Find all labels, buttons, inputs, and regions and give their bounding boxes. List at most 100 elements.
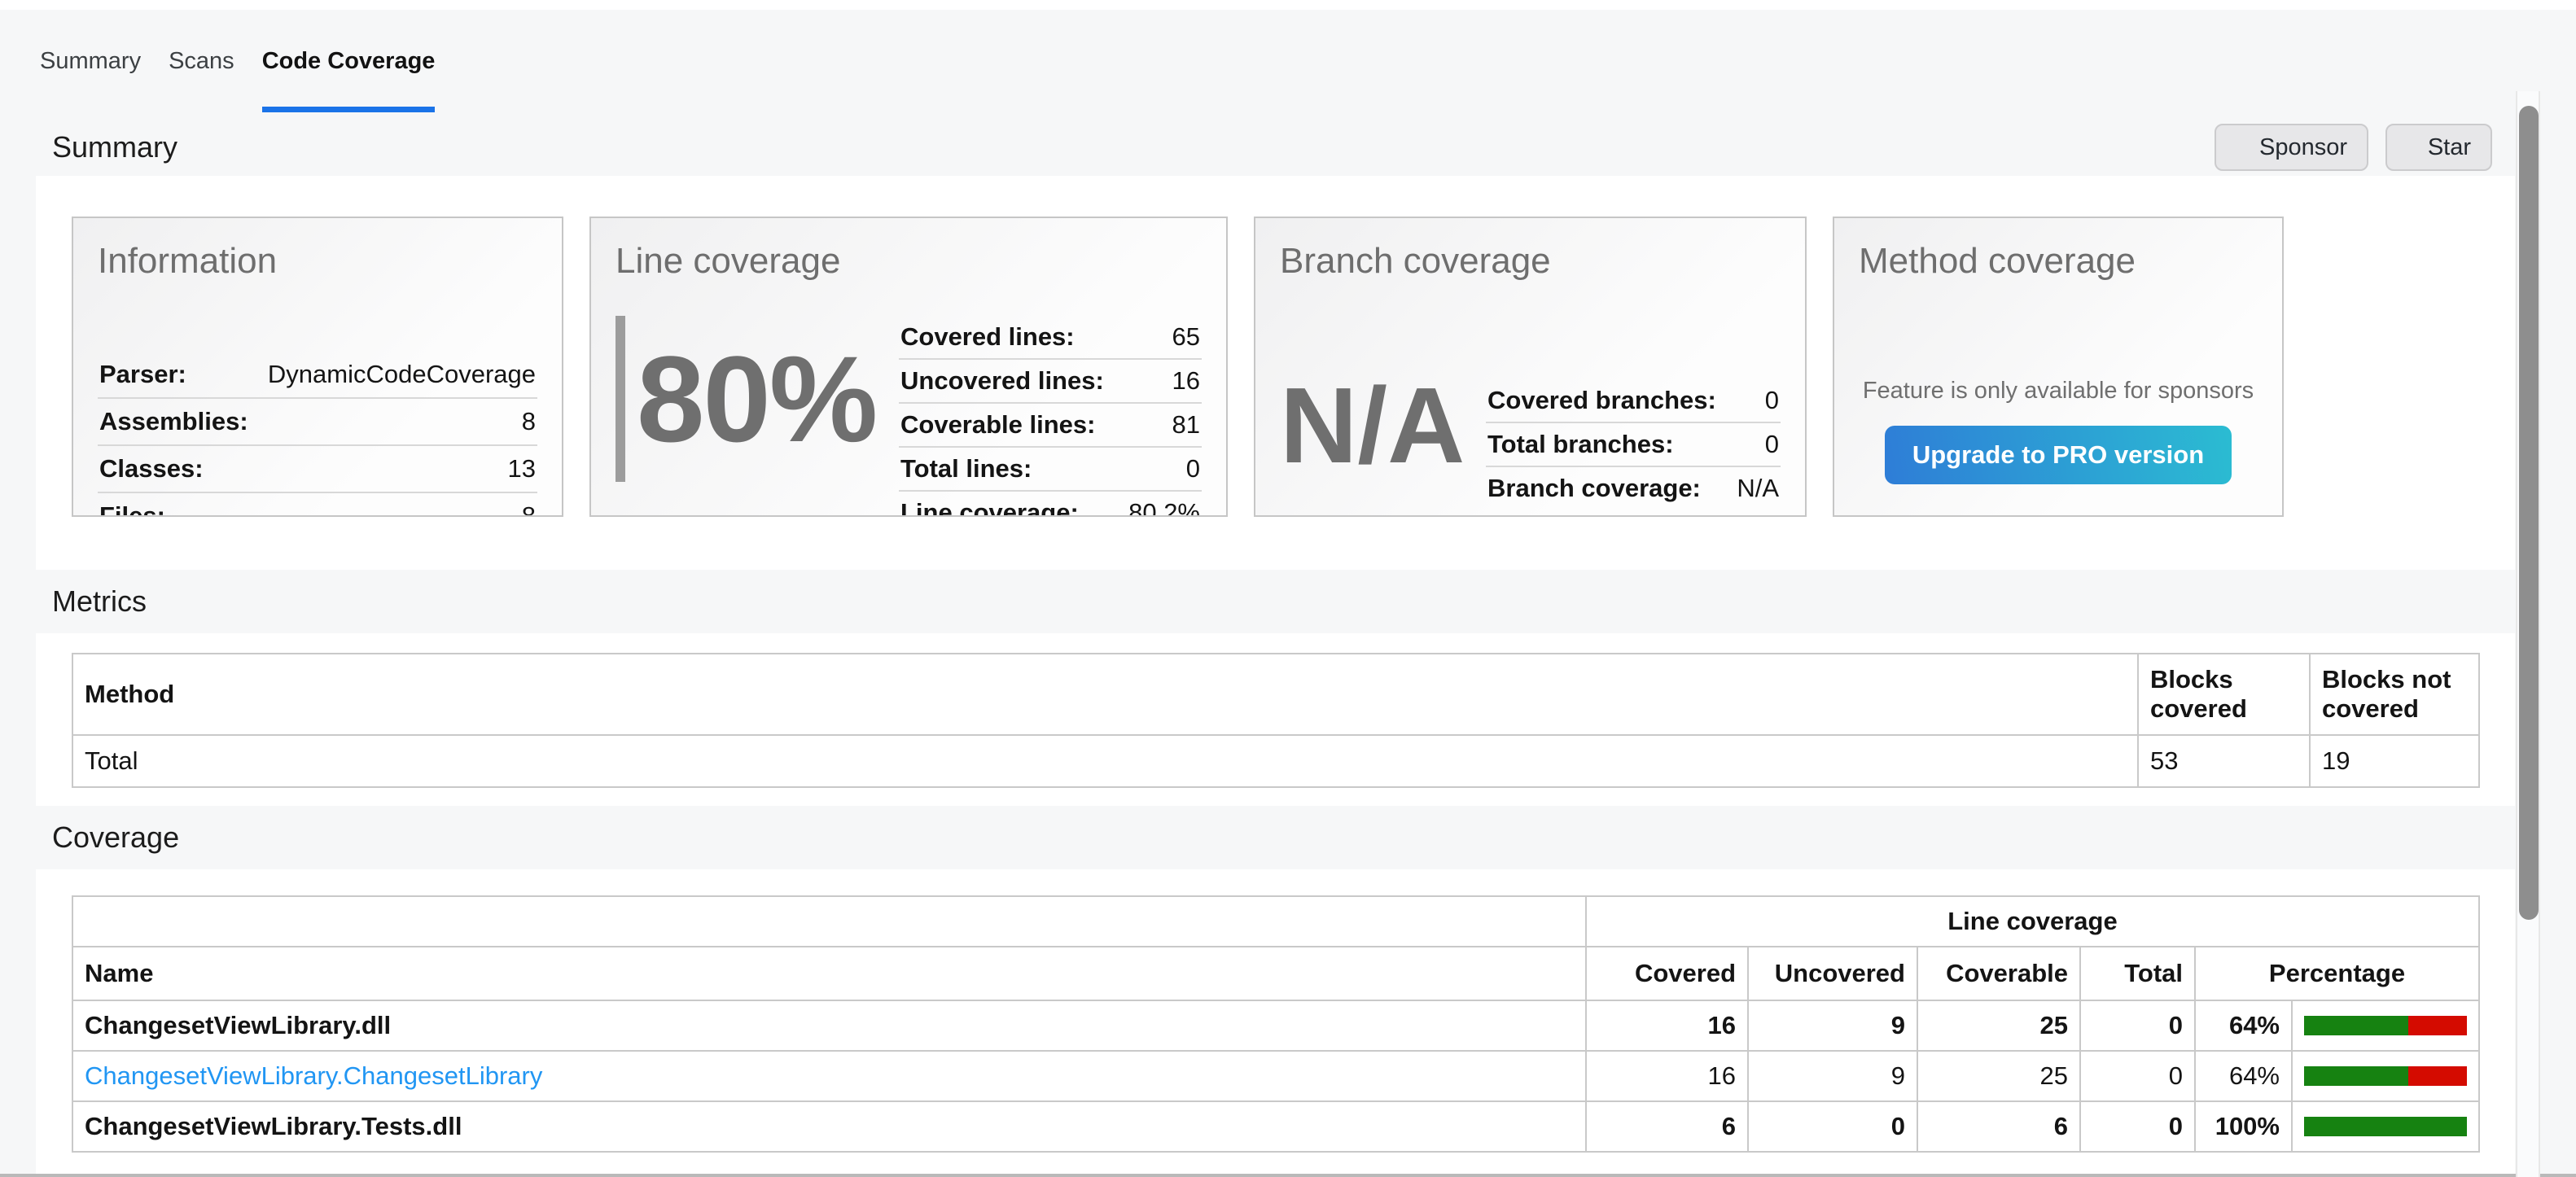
metrics-total-blocks-covered: 53 <box>2137 734 2311 788</box>
table-row-assembly: ChangesetViewLibrary.dll 16 9 25 0 64% <box>72 1000 2480 1052</box>
coverage-col-covered: Covered <box>1585 946 1749 1001</box>
line-coverage-stats: Covered lines: 65 Uncovered lines: 16 Co… <box>899 316 1202 517</box>
metrics-col-method: Method <box>72 653 2139 736</box>
tab-bar: Summary Scans Code Coverage <box>0 10 2576 112</box>
uncovered-cell: 9 <box>1747 1050 1918 1102</box>
stat-row-total-branches: Total branches: 0 <box>1486 423 1781 467</box>
sponsor-button[interactable]: Sponsor <box>2215 124 2368 171</box>
coverage-bar-covered <box>2304 1066 2408 1086</box>
coverable-cell: 25 <box>1917 1000 2081 1052</box>
line-coverage-card-title: Line coverage <box>616 241 841 281</box>
stat-value: 81 <box>1172 410 1200 439</box>
info-value: DynamicCodeCoverage <box>267 360 536 388</box>
coverage-bar-cell <box>2291 1000 2480 1052</box>
page-header: Summary Sponsor Star <box>0 119 2576 176</box>
coverage-bar-cell <box>2291 1100 2480 1153</box>
summary-cards: Information Parser: DynamicCodeCoverage … <box>72 217 2479 517</box>
coverage-col-name: Name <box>72 946 1587 1001</box>
stat-value: 0 <box>1185 454 1200 483</box>
branch-coverage-card-title: Branch coverage <box>1280 241 1551 281</box>
info-row-parser: Parser: DynamicCodeCoverage <box>98 352 537 399</box>
tab-code-coverage[interactable]: Code Coverage <box>261 48 436 112</box>
coverage-bar-uncovered <box>2408 1016 2467 1035</box>
line-coverage-content: 80% Covered lines: 65 Uncovered lines: 1… <box>616 316 1202 517</box>
stat-row-uncovered-lines: Uncovered lines: 16 <box>899 360 1202 404</box>
total-cell: 0 <box>2079 1000 2196 1052</box>
tab-scans[interactable]: Scans <box>169 48 234 74</box>
information-card: Information Parser: DynamicCodeCoverage … <box>72 217 563 517</box>
vertical-scrollbar-thumb[interactable] <box>2519 106 2539 920</box>
class-link[interactable]: ChangesetViewLibrary.ChangesetLibrary <box>85 1061 543 1090</box>
branch-coverage-stats: Covered branches: 0 Total branches: 0 Br… <box>1486 379 1781 510</box>
metrics-section-band: Metrics <box>0 570 2576 633</box>
metrics-header-row: Method Blocks covered Blocks not covered <box>72 653 2480 736</box>
coverage-group-header: Line coverage <box>1585 895 2480 947</box>
stat-row-coverable-lines: Coverable lines: 81 <box>899 404 1202 448</box>
coverage-bar <box>2304 1016 2467 1035</box>
class-name: ChangesetViewLibrary.ChangesetLibrary <box>72 1050 1587 1102</box>
tab-summary[interactable]: Summary <box>40 48 142 74</box>
coverage-bar-covered <box>2304 1117 2467 1136</box>
stat-value: 80.2% <box>1128 498 1200 517</box>
info-row-assemblies: Assemblies: 8 <box>98 399 537 446</box>
sponsor-feature-note: Feature is only available for sponsors <box>1862 378 2254 404</box>
bottom-gap <box>36 1162 2515 1174</box>
stat-value: 65 <box>1172 322 1200 351</box>
coverage-bar-cell <box>2291 1050 2480 1102</box>
table-row-class: ChangesetViewLibrary.ChangesetLibrary 16… <box>72 1050 2480 1102</box>
coverage-table: Line coverage Name Covered Uncovered Cov… <box>72 895 2480 1153</box>
percentage-cell: 100% <box>2194 1100 2293 1153</box>
line-coverage-card: Line coverage 80% Covered lines: 65 Unco… <box>589 217 1228 517</box>
metrics-panel: Method Blocks covered Blocks not covered… <box>36 633 2515 806</box>
stat-row-covered-branches: Covered branches: 0 <box>1486 379 1781 423</box>
coverage-heading: Coverage <box>52 820 180 854</box>
info-row-files: Files: 8 <box>98 493 537 517</box>
metrics-total-row: Total 53 19 <box>72 734 2480 788</box>
uncovered-cell: 9 <box>1747 1000 1918 1052</box>
upgrade-pro-button[interactable]: Upgrade to PRO version <box>1884 426 2232 484</box>
info-label: Assemblies: <box>99 407 248 435</box>
coverable-cell: 25 <box>1917 1050 2081 1102</box>
coverage-bar <box>2304 1117 2467 1136</box>
stat-label: Branch coverage: <box>1487 474 1701 502</box>
stat-row-total-lines: Total lines: 0 <box>899 448 1202 492</box>
stat-label: Line coverage: <box>900 498 1079 517</box>
percentage-cell: 64% <box>2194 1050 2293 1102</box>
coverage-bar <box>2304 1066 2467 1086</box>
coverage-col-percentage: Percentage <box>2194 946 2480 1001</box>
stat-value: 0 <box>1764 386 1779 414</box>
star-button[interactable]: Star <box>2385 124 2492 171</box>
stat-label: Covered branches: <box>1487 386 1716 414</box>
coverage-group-empty-cell <box>72 895 1587 947</box>
stat-label: Total branches: <box>1487 430 1674 458</box>
metrics-total-label: Total <box>72 734 2139 788</box>
branch-coverage-big-value: N/A <box>1280 365 1465 485</box>
github-buttons: Sponsor Star <box>2215 124 2492 171</box>
coverage-col-total: Total <box>2079 946 2196 1001</box>
info-label: Files: <box>99 501 165 517</box>
coverage-bar-uncovered <box>2408 1066 2467 1086</box>
coverage-col-coverable: Coverable <box>1917 946 2081 1001</box>
info-value: 8 <box>521 407 536 435</box>
percentage-cell: 64% <box>2194 1000 2293 1052</box>
info-label: Classes: <box>99 454 204 483</box>
stat-label: Total lines: <box>900 454 1032 483</box>
total-cell: 0 <box>2079 1050 2196 1102</box>
info-row-classes: Classes: 13 <box>98 446 537 493</box>
stat-label: Uncovered lines: <box>900 366 1104 395</box>
information-card-title: Information <box>98 241 278 281</box>
stat-row-line-coverage: Line coverage: 80.2% <box>899 492 1202 517</box>
metrics-col-blocks-covered: Blocks covered <box>2137 653 2311 736</box>
method-coverage-card: Method coverage Feature is only availabl… <box>1833 217 2284 517</box>
stat-value: N/A <box>1737 474 1779 502</box>
total-cell: 0 <box>2079 1100 2196 1153</box>
covered-cell: 16 <box>1585 1000 1749 1052</box>
table-row-assembly: ChangesetViewLibrary.Tests.dll 6 0 6 0 1… <box>72 1100 2480 1153</box>
bottom-divider <box>0 1174 2576 1177</box>
covered-cell: 6 <box>1585 1100 1749 1153</box>
metrics-table: Method Blocks covered Blocks not covered… <box>72 653 2480 788</box>
stat-row-branch-coverage: Branch coverage: N/A <box>1486 467 1781 510</box>
stat-label: Covered lines: <box>900 322 1075 351</box>
info-value: 8 <box>521 501 536 517</box>
coverage-bar-covered <box>2304 1016 2408 1035</box>
